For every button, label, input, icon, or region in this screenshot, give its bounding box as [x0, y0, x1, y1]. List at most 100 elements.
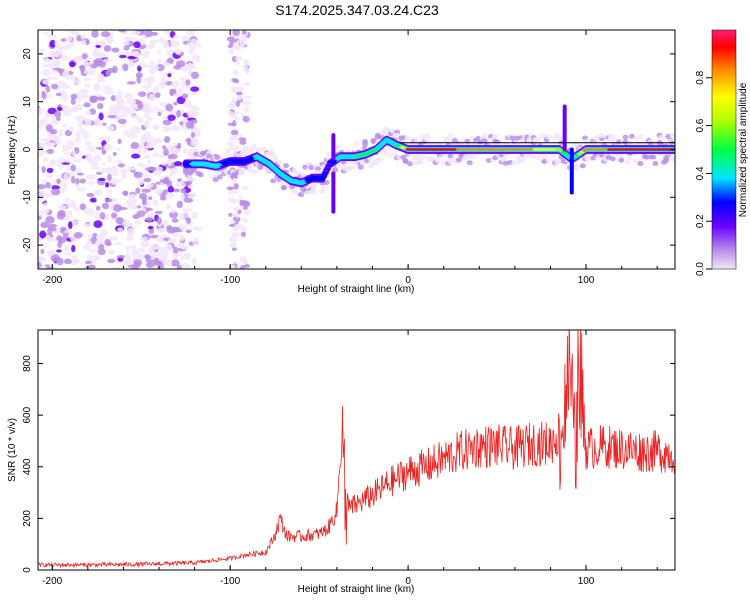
heatmap-noise-cell — [105, 134, 111, 142]
heatmap-noise-cell — [180, 255, 185, 261]
heatmap-halo-cell — [451, 137, 458, 143]
heatmap-noise-cell — [106, 37, 114, 43]
heatmap-noise-cell — [79, 88, 90, 94]
heatmap-noise-cell — [163, 30, 170, 35]
heatmap-noise-cell — [47, 76, 54, 81]
heatmap-noise-cell — [43, 202, 49, 207]
heatmap-noise-cell — [181, 81, 186, 88]
heatmap-noise-cell — [165, 243, 173, 252]
heatmap-noise-cell — [226, 186, 235, 191]
heatmap-noise-cell — [169, 88, 177, 93]
heatmap-noise-cell — [232, 190, 239, 195]
heatmap-noise-cell — [140, 239, 150, 248]
heatmap-noise-cell — [171, 226, 181, 233]
snr-y-tick-label: 0 — [22, 567, 33, 573]
heatmap-noise-cell — [41, 166, 46, 174]
heatmap-noise-cell — [71, 244, 76, 253]
heatmap-halo-cell — [455, 157, 462, 163]
heatmap-noise-cell — [45, 85, 51, 93]
heatmap-noise-cell — [243, 219, 249, 223]
heatmap-halo-cell — [197, 172, 204, 178]
heatmap-noise-cell — [100, 31, 111, 38]
heatmap-noise-cell — [84, 260, 92, 265]
heatmap-noise-cell — [89, 95, 99, 103]
heatmap-halo-cell — [225, 147, 232, 153]
heatmap-noise-cell — [40, 248, 45, 255]
heatmap-noise-cell — [234, 116, 240, 123]
heatmap-halo-cell — [481, 138, 488, 144]
heatmap-y-tick-label: 10 — [22, 96, 33, 108]
heatmap-noise-cell — [162, 189, 170, 193]
heatmap-halo-cell — [231, 171, 238, 177]
heatmap-halo-cell — [344, 148, 351, 154]
heatmap-noise-cell — [173, 34, 181, 39]
heatmap-noise-cell — [163, 136, 171, 144]
heatmap-noise-cell — [136, 117, 145, 123]
heatmap-noise-cell — [130, 30, 141, 35]
heatmap-noise-cell — [87, 145, 96, 153]
heatmap-noise-cell — [229, 114, 237, 119]
heatmap-noise-cell — [93, 117, 101, 125]
heatmap-noise-cell — [132, 249, 138, 253]
heatmap-noise-cell — [149, 39, 156, 45]
heatmap-halo-cell — [423, 136, 430, 142]
heatmap-noise-cell — [191, 257, 197, 266]
heatmap-x-tick-label: 0 — [405, 275, 411, 286]
heatmap-noise-cell — [66, 75, 77, 80]
heatmap-noise-cell — [162, 257, 168, 266]
heatmap-noise-cell — [113, 107, 121, 115]
heatmap-noise-cell — [136, 247, 145, 252]
heatmap-noise-cell — [107, 258, 116, 264]
heatmap-noise-cell — [162, 40, 170, 49]
heatmap-noise-cell — [76, 187, 87, 192]
heatmap-noise-cell — [103, 45, 112, 52]
heatmap-noise-cell — [227, 103, 235, 109]
heatmap-noise-cell — [232, 30, 240, 36]
heatmap-noise-cell — [81, 39, 87, 46]
heatmap-noise-cell — [175, 181, 186, 188]
heatmap-noise-cell — [38, 184, 46, 190]
heatmap-noise-cell — [186, 217, 191, 224]
colorbar-gradient — [712, 30, 736, 269]
heatmap-noise-cell — [170, 208, 176, 214]
heatmap-noise-cell — [50, 188, 61, 196]
heatmap-noise-cell — [155, 188, 162, 196]
heatmap-noise-cell — [128, 244, 137, 250]
heatmap-noise-cell — [121, 219, 131, 226]
heatmap-halo-cell — [485, 158, 492, 164]
heatmap-noise-cell — [125, 234, 133, 242]
heatmap-noise-cell — [148, 251, 158, 257]
heatmap-noise-cell — [149, 70, 156, 75]
heatmap-noise-cell — [75, 178, 80, 185]
heatmap-noise-cell — [87, 67, 96, 76]
heatmap-noise-cell — [167, 259, 173, 266]
heatmap-noise-cell — [118, 105, 127, 112]
heatmap-noise-cell — [145, 261, 155, 268]
heatmap-noise-cell — [128, 59, 134, 67]
heatmap-noise-cell — [73, 78, 82, 85]
heatmap-noise-cell — [85, 239, 92, 248]
heatmap-halo-cell — [310, 185, 317, 191]
heatmap-noise-cell — [45, 234, 51, 242]
heatmap-noise-cell — [115, 95, 123, 100]
heatmap-noise-cell — [139, 61, 147, 68]
heatmap-noise-cell — [46, 167, 54, 173]
colorbar-tick-label: 0.4 — [695, 166, 706, 180]
heatmap-noise-cell — [147, 158, 152, 165]
heatmap-noise-cell — [227, 122, 235, 127]
heatmap-noise-cell — [52, 60, 63, 65]
heatmap-noise-cell — [74, 137, 82, 143]
colorbar-tick-label: 0.8 — [695, 70, 706, 84]
heatmap-noise-cell — [181, 93, 189, 99]
heatmap-noise-cell — [75, 115, 86, 122]
heatmap-halo-cell — [618, 157, 625, 163]
heatmap-noise-cell — [143, 131, 152, 140]
heatmap-noise-cell — [137, 91, 147, 97]
heatmap-noise-cell — [50, 185, 61, 190]
heatmap-halo-cell — [402, 158, 409, 164]
heatmap-noise-cell — [172, 232, 180, 238]
heatmap-noise-cell — [120, 111, 128, 118]
heatmap-noise-cell — [185, 30, 196, 37]
heatmap-noise-cell — [88, 248, 96, 253]
heatmap-noise-cell — [56, 249, 62, 253]
